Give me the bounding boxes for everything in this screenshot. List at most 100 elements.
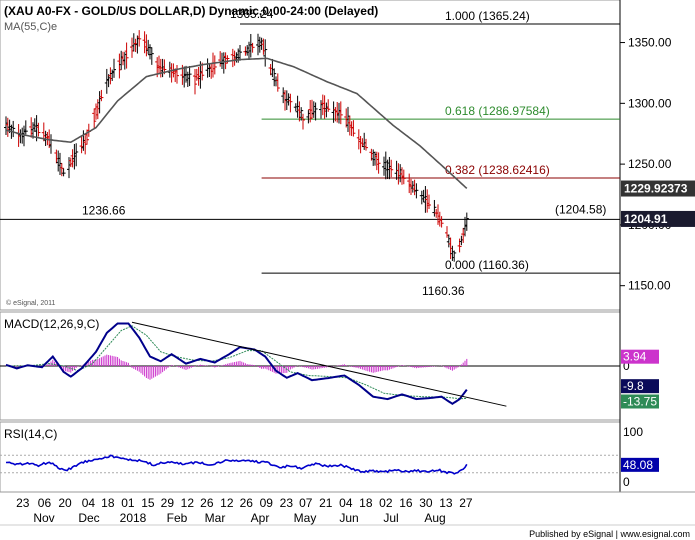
fib-level-label: 0.618 (1286.97584) xyxy=(445,104,550,118)
price-bar xyxy=(389,159,394,178)
price-bar xyxy=(200,62,205,81)
x-tick-label: 18 xyxy=(101,496,115,510)
price-bar xyxy=(99,89,104,102)
x-tick-label: 01 xyxy=(121,496,135,510)
x-tick-label: 27 xyxy=(459,496,473,510)
rsi-panel xyxy=(0,421,621,493)
price-bar xyxy=(61,168,66,177)
x-tick-label: 15 xyxy=(141,496,155,510)
price-bar xyxy=(112,58,116,78)
x-tick-label: 09 xyxy=(260,496,274,510)
macd-value-badge-text: -13.75 xyxy=(623,395,657,409)
x-month-label: 2018 xyxy=(120,511,147,525)
price-bar xyxy=(137,30,142,47)
price-bar xyxy=(272,68,277,87)
support-line-label: (1204.58) xyxy=(555,202,606,216)
price-bar xyxy=(432,199,437,217)
price-value-badge-text: 1204.91 xyxy=(624,212,668,226)
price-bar xyxy=(23,120,28,135)
x-month-label: Nov xyxy=(33,511,54,525)
macd-value-badge xyxy=(621,394,659,409)
price-bar xyxy=(457,238,462,253)
price-bar xyxy=(193,68,197,95)
macd-value-badge-text: 3.94 xyxy=(623,350,647,364)
price-bar xyxy=(326,99,331,112)
price-bar xyxy=(364,138,368,151)
price-y-tick-label: 1250.00 xyxy=(628,157,672,171)
x-month-label: Jun xyxy=(339,511,358,525)
price-bar xyxy=(59,163,64,177)
rsi-y-tick-label: 100 xyxy=(623,425,643,439)
fib-level-label: 0.382 (1238.62416) xyxy=(445,163,550,177)
price-bar xyxy=(338,101,343,125)
x-tick-label: 13 xyxy=(439,496,453,510)
x-tick-label: 29 xyxy=(161,496,175,510)
x-tick-label: 18 xyxy=(359,496,373,510)
price-bar xyxy=(376,152,381,174)
x-month-label: Jul xyxy=(383,511,398,525)
x-tick-label: 21 xyxy=(319,496,333,510)
x-month-label: May xyxy=(294,511,317,525)
x-tick-label: 04 xyxy=(82,496,96,510)
price-bar xyxy=(427,194,431,210)
ma-legend: MA(55,C)e xyxy=(4,21,57,33)
price-bar xyxy=(464,212,469,231)
price-y-tick-label: 1350.00 xyxy=(628,36,672,50)
price-bar xyxy=(351,120,356,137)
x-month-label: Mar xyxy=(205,511,226,525)
fib-level-label: 0.000 (1160.36) xyxy=(445,258,529,272)
price-bar xyxy=(36,122,41,137)
price-series-group: 1.000 (1365.24) 0.618 (1286.97584) 0.382 (… xyxy=(0,7,620,298)
price-bar xyxy=(439,216,444,228)
price-bar xyxy=(401,169,406,185)
axis-labels-group: 1150.001200.001250.001300.001350.001229.… xyxy=(16,36,695,525)
price-bar xyxy=(187,65,192,87)
rsi-value-badge-text: 48.08 xyxy=(623,458,653,472)
price-bar xyxy=(149,47,154,65)
x-tick-label: 23 xyxy=(16,496,30,510)
price-panel xyxy=(0,0,621,311)
price-bar xyxy=(250,42,255,53)
rsi-y-tick-label: 0 xyxy=(623,475,630,489)
price-bar xyxy=(74,143,79,167)
x-tick-label: 26 xyxy=(240,496,254,510)
price-value-badge xyxy=(621,210,695,227)
price-bar xyxy=(288,93,293,113)
price-annotation: 1160.36 xyxy=(422,284,465,298)
macd-zero-label: 0 xyxy=(623,359,630,373)
ma-55-line xyxy=(5,57,468,189)
x-tick-label: 30 xyxy=(419,496,433,510)
price-y-tick-label: 1300.00 xyxy=(628,96,672,110)
x-tick-label: 12 xyxy=(220,496,234,510)
price-bar xyxy=(263,39,268,67)
x-month-label: Aug xyxy=(424,511,445,525)
x-tick-label: 02 xyxy=(379,496,393,510)
x-month-label: Feb xyxy=(167,511,188,525)
price-bar xyxy=(452,250,457,262)
rsi-value-badge xyxy=(621,457,659,472)
x-tick-label: 04 xyxy=(339,496,353,510)
price-bar xyxy=(414,183,419,199)
price-value-badge xyxy=(621,180,695,197)
x-tick-label: 12 xyxy=(181,496,195,510)
x-tick-label: 07 xyxy=(299,496,313,510)
macd-line xyxy=(5,322,468,406)
chart-title: (XAU A0-FX - GOLD/US DOLLAR,D) Dynamic,0… xyxy=(4,4,378,18)
price-annotation: 1236.66 xyxy=(82,203,126,217)
price-bar xyxy=(313,102,318,121)
price-value-badge-text: 1229.92373 xyxy=(624,182,688,196)
published-footer: Published by eSignal | www.esignal.com xyxy=(529,529,690,539)
macd-series-group xyxy=(0,321,620,407)
macd-value-badge-text: -9.8 xyxy=(623,379,644,393)
x-tick-label: 20 xyxy=(58,496,72,510)
x-month-label: Apr xyxy=(251,511,270,525)
price-bar xyxy=(92,108,97,128)
rsi-line xyxy=(5,454,468,475)
x-tick-label: 26 xyxy=(200,496,214,510)
x-month-label: Dec xyxy=(78,511,99,525)
price-bar xyxy=(299,107,304,121)
rsi-title: RSI(14,C) xyxy=(4,427,57,441)
fib-level-label: 1.000 (1365.24) xyxy=(445,9,530,23)
